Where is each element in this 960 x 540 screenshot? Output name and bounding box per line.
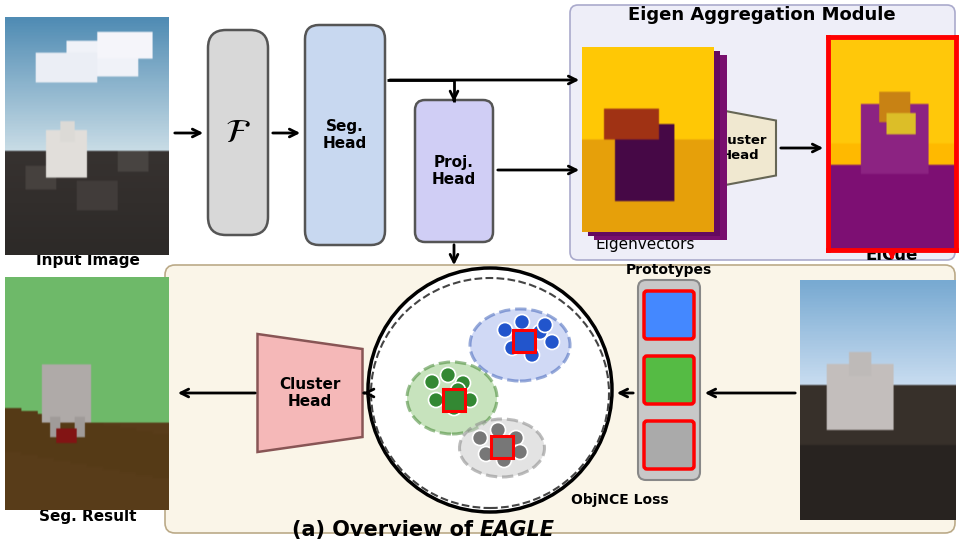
- Circle shape: [839, 454, 851, 466]
- Circle shape: [904, 389, 916, 401]
- Circle shape: [544, 334, 560, 349]
- Circle shape: [446, 401, 462, 415]
- Circle shape: [874, 439, 886, 451]
- Circle shape: [472, 430, 488, 445]
- Circle shape: [814, 394, 826, 406]
- Circle shape: [509, 430, 523, 445]
- FancyBboxPatch shape: [208, 30, 268, 235]
- Text: Eigen Aggregation Module: Eigen Aggregation Module: [628, 6, 896, 24]
- Text: Input Image: Input Image: [36, 253, 140, 267]
- Circle shape: [441, 368, 455, 382]
- Text: (a) Overview of: (a) Overview of: [292, 520, 480, 540]
- Text: $\mathcal{F}$: $\mathcal{F}$: [226, 116, 251, 149]
- Circle shape: [834, 354, 846, 366]
- Bar: [491, 436, 513, 458]
- Circle shape: [533, 325, 547, 340]
- Circle shape: [450, 382, 466, 397]
- Bar: [513, 330, 535, 352]
- Circle shape: [497, 322, 513, 338]
- FancyBboxPatch shape: [644, 291, 694, 339]
- Bar: [443, 389, 465, 411]
- Circle shape: [859, 414, 871, 426]
- FancyBboxPatch shape: [644, 356, 694, 404]
- Bar: [812, 392, 828, 408]
- Circle shape: [368, 268, 612, 512]
- Text: Seg.
Head: Seg. Head: [323, 119, 367, 151]
- FancyBboxPatch shape: [165, 265, 955, 533]
- Text: Eigenvectors: Eigenvectors: [595, 238, 695, 253]
- Bar: [822, 292, 838, 308]
- FancyBboxPatch shape: [570, 5, 955, 260]
- Ellipse shape: [470, 309, 570, 381]
- Text: Prototypes: Prototypes: [626, 263, 712, 277]
- Bar: [872, 437, 888, 453]
- Circle shape: [824, 294, 836, 306]
- Polygon shape: [257, 334, 363, 452]
- Circle shape: [491, 422, 506, 437]
- Text: Proj.
Head: Proj. Head: [432, 155, 476, 187]
- Circle shape: [889, 364, 901, 376]
- Text: Cluster
Head: Cluster Head: [279, 377, 341, 409]
- Polygon shape: [704, 107, 776, 189]
- Circle shape: [538, 318, 553, 333]
- Circle shape: [496, 453, 512, 468]
- Circle shape: [864, 309, 876, 321]
- Circle shape: [455, 375, 470, 390]
- Text: EiCue: EiCue: [866, 246, 918, 264]
- Circle shape: [478, 447, 493, 462]
- Circle shape: [524, 348, 540, 362]
- Ellipse shape: [407, 362, 497, 434]
- Circle shape: [505, 341, 519, 355]
- FancyBboxPatch shape: [415, 100, 493, 242]
- Text: ObjNCE Loss: ObjNCE Loss: [571, 493, 669, 507]
- Circle shape: [424, 375, 440, 389]
- Text: EAGLE: EAGLE: [480, 520, 555, 540]
- Text: Seg. Result: Seg. Result: [39, 510, 136, 524]
- FancyBboxPatch shape: [644, 421, 694, 469]
- Ellipse shape: [460, 419, 544, 477]
- FancyBboxPatch shape: [638, 280, 700, 480]
- Circle shape: [513, 444, 527, 460]
- Circle shape: [463, 393, 477, 408]
- FancyBboxPatch shape: [305, 25, 385, 245]
- Circle shape: [515, 314, 530, 329]
- Circle shape: [428, 393, 444, 408]
- Text: Cluster
Head: Cluster Head: [713, 134, 767, 162]
